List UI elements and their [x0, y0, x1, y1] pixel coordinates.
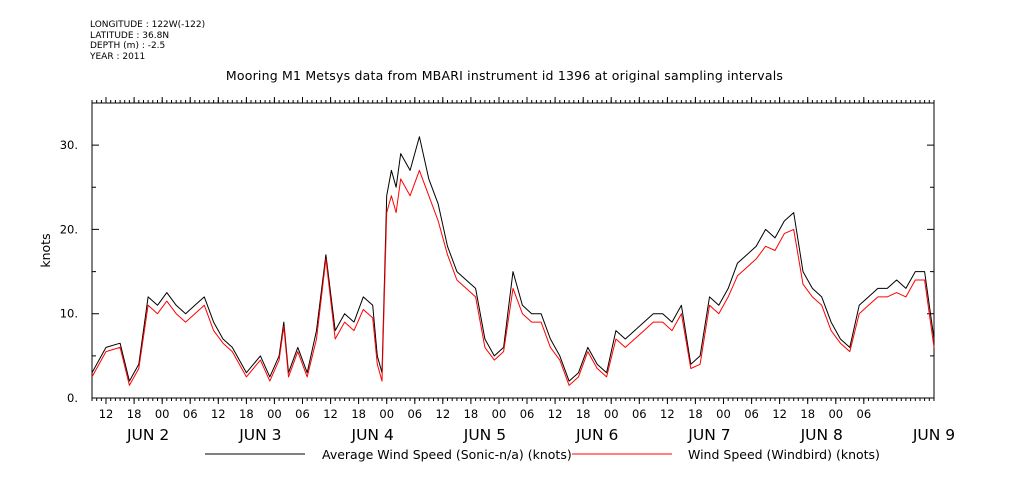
x-major-ticks: [105, 97, 865, 404]
y-ticks: [92, 102, 934, 399]
x-hour-tick-label: 00: [604, 407, 619, 421]
plot-border: [91, 102, 935, 399]
x-day-label: JUN 4: [351, 426, 394, 444]
series-line-2: [91, 169, 935, 386]
y-tick-label: 10.: [60, 307, 78, 321]
x-hour-tick-label: 12: [436, 407, 451, 421]
y-tick-label: 30.: [60, 138, 78, 152]
x-day-label: JUN 5: [463, 426, 506, 444]
y-axis-label: knots: [38, 233, 53, 267]
x-hour-tick-label: 18: [127, 407, 142, 421]
y-tick-label: 0.: [67, 391, 78, 405]
legend-label-1: Average Wind Speed (Sonic-n/a) (knots): [322, 447, 572, 462]
x-hour-tick-label: 18: [464, 407, 479, 421]
x-hour-tick-label: 18: [351, 407, 366, 421]
x-hour-tick-label: 18: [688, 407, 703, 421]
x-hour-tick-label: 06: [183, 407, 198, 421]
chart-title: Mooring M1 Metsys data from MBARI instru…: [225, 68, 784, 83]
x-hour-tick-label: 18: [800, 407, 815, 421]
x-day-label: JUN 9: [912, 426, 955, 444]
x-hour-tick-label: 06: [295, 407, 310, 421]
x-hour-tick-label: 12: [548, 407, 563, 421]
x-hour-tick-label: 00: [716, 407, 731, 421]
legend: Average Wind Speed (Sonic-n/a) (knots) Wi…: [205, 447, 880, 462]
depth-text: DEPTH (m) : -2.5: [90, 41, 166, 51]
legend-label-2: Wind Speed (Windbird) (knots): [688, 447, 880, 462]
x-hour-tick-label: 00: [267, 407, 282, 421]
x-hour-tick-label: 06: [744, 407, 759, 421]
y-tick-label: 20.: [60, 222, 78, 236]
axis-ticks: [91, 97, 935, 404]
x-hour-tick-label: 18: [576, 407, 591, 421]
metadata-block: LONGITUDE : 122W(-122) LATITUDE : 36.8N …: [90, 20, 205, 62]
plot-frame: [91, 102, 935, 399]
axis-labels: 12 18 00 06 12 18 00 06 12 18 00 06 12 18 00 06 12 18 00 06…: [38, 138, 955, 444]
x-hour-tick-label: 00: [492, 407, 507, 421]
x-hour-tick-label: 06: [857, 407, 872, 421]
x-day-label: JUN 7: [687, 426, 730, 444]
x-hour-tick-label: 00: [828, 407, 843, 421]
latitude-text: LATITUDE : 36.8N: [90, 30, 170, 41]
x-hour-tick-label: 12: [772, 407, 787, 421]
x-hour-tick-label: 06: [520, 407, 535, 421]
x-day-label: JUN 6: [575, 426, 618, 444]
series-lines: [91, 136, 935, 386]
x-day-label: JUN 3: [238, 426, 281, 444]
x-hour-tick-label: 06: [407, 407, 422, 421]
year-text: YEAR : 2011: [90, 51, 146, 62]
x-hour-tick-label: 00: [379, 407, 394, 421]
x-hour-tick-label: 12: [211, 407, 226, 421]
x-hour-tick-label: 12: [99, 407, 114, 421]
series-line-1: [91, 136, 935, 382]
x-hour-tick-label: 12: [323, 407, 338, 421]
x-hour-tick-label: 00: [155, 407, 170, 421]
x-minor-ticks: [91, 100, 935, 401]
x-day-label: JUN 2: [126, 426, 169, 444]
x-day-label: JUN 8: [800, 426, 843, 444]
x-hour-tick-label: 12: [660, 407, 675, 421]
x-hour-tick-label: 18: [239, 407, 254, 421]
x-hour-tick-label: 06: [632, 407, 647, 421]
longitude-text: LONGITUDE : 122W(-122): [90, 20, 206, 30]
